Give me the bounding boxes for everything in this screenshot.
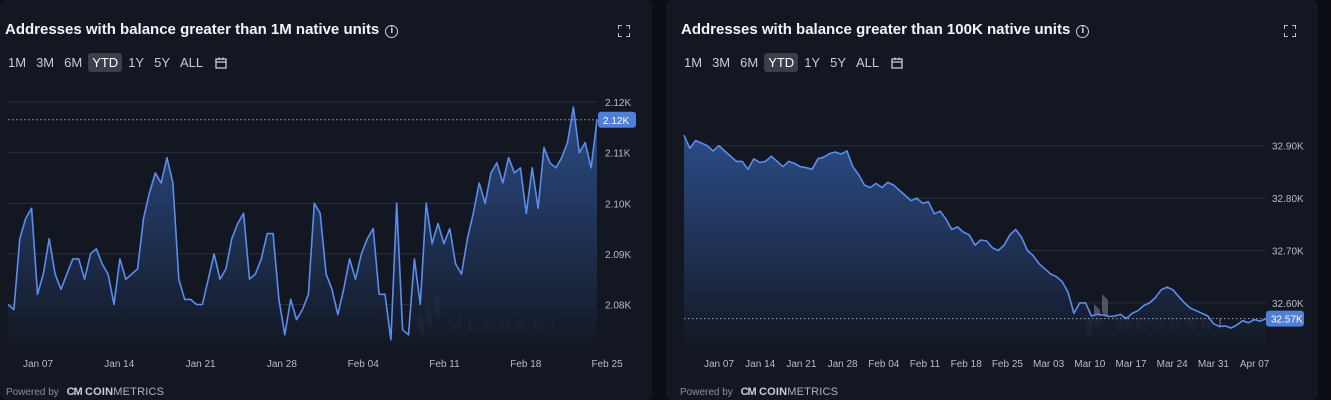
y-tick-label: 2.09K xyxy=(605,250,631,261)
y-tick-label: 32.70K xyxy=(1272,246,1304,257)
range-1m-button[interactable]: 1M xyxy=(684,55,703,70)
y-tick-label: 2.10K xyxy=(605,199,631,210)
chart-1m-plot: 2.08K2.09K2.10K2.11K2.12KMESSARI2.12KJan… xyxy=(7,98,636,370)
y-tick-label: 2.12K xyxy=(605,98,631,109)
x-tick-label: Jan 21 xyxy=(186,359,216,370)
range-ytd-button[interactable]: YTD xyxy=(764,53,799,72)
x-tick-label: Jan 14 xyxy=(104,359,134,370)
calendar-icon[interactable] xyxy=(891,57,903,69)
chart-title: Addresses with balance greater than 100K… xyxy=(681,21,1090,38)
x-tick-label: Jan 07 xyxy=(23,359,53,370)
current-value-badge: 32.57K xyxy=(1266,310,1304,327)
y-tick-label: 32.60K xyxy=(1272,299,1304,310)
range-5y-button[interactable]: 5Y xyxy=(154,55,170,70)
chart-title: Addresses with balance greater than 1M n… xyxy=(5,21,399,38)
time-range-selector: 1M 3M 6M YTD 1Y 5Y ALL xyxy=(680,53,903,72)
calendar-icon[interactable] xyxy=(215,57,227,69)
x-tick-label: Feb 04 xyxy=(868,359,900,370)
expand-icon[interactable] xyxy=(1284,25,1296,37)
series-area xyxy=(8,107,597,350)
range-ytd-button[interactable]: YTD xyxy=(88,53,123,72)
range-1y-button[interactable]: 1Y xyxy=(804,55,821,70)
x-tick-label: Feb 11 xyxy=(910,359,941,370)
x-tick-label: Mar 10 xyxy=(1074,359,1106,370)
chart-100k-plot: 32.60K32.70K32.80K32.90KMESSARI32.57KJan… xyxy=(683,134,1304,370)
x-tick-label: Jan 07 xyxy=(704,359,734,370)
x-tick-label: Mar 24 xyxy=(1157,359,1189,370)
coinmetrics-logo: CM COINMETRICS xyxy=(740,386,839,398)
series-line xyxy=(7,106,598,341)
range-3m-button[interactable]: 3M xyxy=(712,55,731,70)
chart-panel-1m: 2.08K2.09K2.10K2.11K2.12KMESSARI2.12KJan… xyxy=(0,0,652,400)
svg-text:2.12K: 2.12K xyxy=(603,116,629,127)
time-range-selector: 1M 3M 6M YTD 1Y 5Y ALL xyxy=(4,53,227,72)
x-tick-label: Feb 25 xyxy=(992,359,1024,370)
range-all-button[interactable]: ALL xyxy=(856,55,880,70)
x-tick-label: Feb 04 xyxy=(348,359,380,370)
x-tick-label: Jan 28 xyxy=(267,359,297,370)
x-tick-label: Mar 31 xyxy=(1198,359,1230,370)
x-tick-label: Mar 03 xyxy=(1033,359,1065,370)
y-tick-label: 32.80K xyxy=(1272,194,1304,205)
x-tick-label: Mar 17 xyxy=(1115,359,1147,370)
x-tick-label: Feb 25 xyxy=(592,359,624,370)
info-icon[interactable]: i xyxy=(1076,25,1090,38)
range-3m-button[interactable]: 3M xyxy=(36,55,55,70)
x-tick-label: Apr 07 xyxy=(1240,359,1270,370)
powered-by-footer: Powered by CM COINMETRICS xyxy=(6,386,165,398)
y-tick-label: 2.11K xyxy=(605,149,631,160)
svg-text:32.57K: 32.57K xyxy=(1271,315,1303,326)
range-6m-button[interactable]: 6M xyxy=(740,55,759,70)
range-6m-button[interactable]: 6M xyxy=(64,55,83,70)
x-tick-label: Feb 11 xyxy=(429,359,460,370)
y-tick-label: 32.90K xyxy=(1272,142,1304,153)
series-area xyxy=(684,135,1266,350)
x-tick-label: Jan 14 xyxy=(745,359,775,370)
y-tick-label: 2.08K xyxy=(605,300,631,311)
range-1m-button[interactable]: 1M xyxy=(8,55,27,70)
current-value-badge: 2.12K xyxy=(598,111,636,128)
range-1y-button[interactable]: 1Y xyxy=(128,55,145,70)
x-tick-label: Jan 28 xyxy=(828,359,858,370)
expand-icon[interactable] xyxy=(618,25,630,37)
x-tick-label: Feb 18 xyxy=(951,359,983,370)
powered-by-footer: Powered by CM COINMETRICS xyxy=(680,386,839,398)
range-5y-button[interactable]: 5Y xyxy=(830,55,846,70)
x-tick-label: Jan 21 xyxy=(786,359,816,370)
coinmetrics-logo: CM COINMETRICS xyxy=(66,386,165,398)
range-all-button[interactable]: ALL xyxy=(180,55,204,70)
series-line xyxy=(683,134,1267,329)
x-tick-label: Feb 18 xyxy=(510,359,542,370)
info-icon[interactable]: i xyxy=(385,25,399,38)
chart-panel-100k: 32.60K32.70K32.80K32.90KMESSARI32.57KJan… xyxy=(666,0,1318,400)
